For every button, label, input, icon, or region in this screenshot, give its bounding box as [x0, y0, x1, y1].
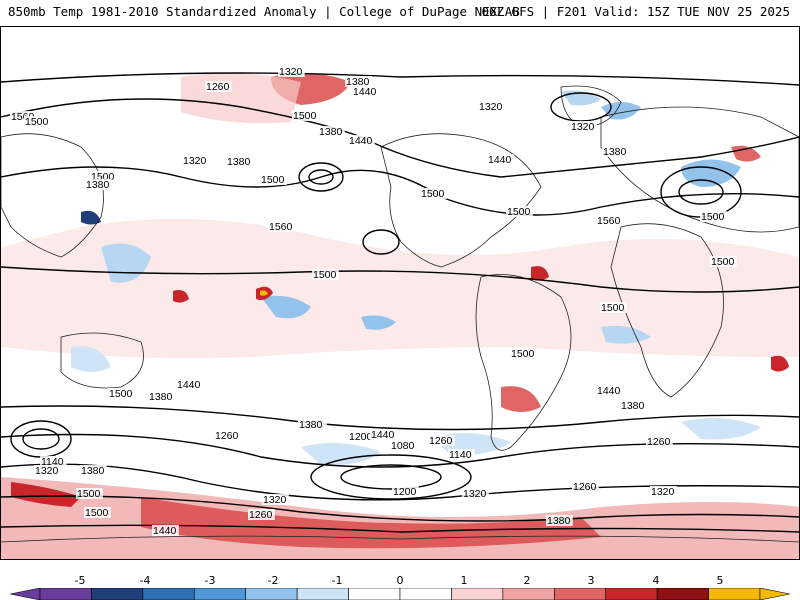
contour-label: 1320 — [183, 155, 207, 167]
colorbar-swatch — [348, 588, 401, 600]
contour-label: 1140 — [449, 449, 472, 461]
contour-label: 1320 — [571, 121, 595, 133]
colorbar-label: 3 — [587, 574, 595, 587]
contour-label: 1380 — [319, 126, 343, 138]
contour-label: 1380 — [603, 146, 627, 158]
contour-label: 1320 — [279, 66, 303, 78]
colorbar-swatch — [656, 588, 709, 600]
colorbar-swatch — [245, 588, 298, 600]
contour-label: 1500 — [25, 116, 49, 128]
contour-label: 1320 — [479, 101, 503, 113]
contour-label: 1200 — [349, 431, 373, 443]
contour-label: 1380 — [81, 465, 105, 477]
contour-label: 1380 — [149, 391, 173, 403]
contour-label: 1440 — [349, 135, 373, 147]
model-run-info: 06Z GFS | F201 Valid: 15Z TUE NOV 25 202… — [481, 4, 790, 19]
contour-label: 1320 — [651, 486, 675, 498]
colorbar-label: -4 — [139, 574, 151, 587]
colorbar-label: -5 — [74, 574, 86, 587]
contour-label: 1440 — [488, 154, 512, 166]
contour-label: 1380 — [227, 156, 251, 168]
contour-label: 1500 — [85, 507, 109, 519]
colorbar-label: -3 — [204, 574, 216, 587]
contour-label: 1260 — [429, 435, 453, 447]
contour-label: 1380 — [346, 76, 370, 88]
contour-label: 1380 — [547, 515, 571, 527]
colorbar-swatch — [142, 588, 195, 600]
colorbar-swatch — [91, 588, 144, 600]
colorbar-swatch — [553, 588, 607, 600]
colorbar-label: 4 — [652, 574, 660, 587]
contour-label: 1500 — [109, 388, 133, 400]
contour-label: 1260 — [249, 509, 273, 521]
colorbar-swatch — [296, 588, 349, 600]
anomaly-map: 1320 1380 1260 1440 1500 1560 1320 1500 1380 1500… — [0, 26, 800, 560]
contour-label: 1440 — [177, 379, 201, 391]
colorbar-label: 5 — [716, 574, 724, 587]
contour-label: 1440 — [371, 429, 395, 441]
contour-label: 1500 — [313, 269, 337, 281]
contour-label: 1500 — [77, 488, 101, 500]
contour-label: 1380 — [621, 400, 645, 412]
contour-label: 1200 — [393, 486, 417, 498]
colorbar-label: 1 — [460, 574, 468, 587]
map-title: 850mb Temp 1981-2010 Standardized Anomal… — [8, 4, 520, 19]
colorbar-label: 2 — [523, 574, 531, 587]
contour-label: 1560 — [269, 221, 293, 233]
coastlines — [1, 85, 799, 543]
anomaly-colorbar — [10, 588, 790, 600]
contour-label: 1500 — [507, 206, 531, 218]
contour-label: 1500 — [601, 302, 625, 314]
contour-label: 1560 — [597, 215, 621, 227]
contour-label: 1440 — [353, 86, 377, 98]
colorbar-swatch — [39, 588, 92, 600]
contour-label: 1380 — [86, 179, 110, 191]
contour-label: 1320 — [263, 494, 287, 506]
contour-label: 1500 — [293, 110, 317, 122]
colorbar-swatch — [502, 588, 555, 600]
contour-label: 1260 — [647, 436, 671, 448]
contour-label: 1260 — [573, 481, 597, 493]
colorbar-swatch — [451, 588, 504, 600]
height-contours — [1, 72, 799, 533]
colorbar-swatch — [193, 588, 247, 600]
contour-label: 1320 — [463, 488, 487, 500]
contour-label: 1440 — [597, 385, 621, 397]
colorbar-label: 0 — [396, 574, 404, 587]
contour-label: 1500 — [701, 211, 725, 223]
contour-label: 1440 — [153, 525, 177, 537]
contour-label: 1260 — [206, 81, 230, 93]
contour-label: 1500 — [511, 348, 535, 360]
contour-label: 1380 — [299, 419, 323, 431]
colorbar-swatch — [708, 588, 761, 600]
anomaly-shading — [1, 73, 799, 559]
colorbar-min-arrow — [10, 588, 41, 600]
contour-label: 1500 — [261, 174, 285, 186]
contour-label: 1500 — [711, 256, 735, 268]
colorbar-label: -2 — [267, 574, 279, 587]
colorbar-max-arrow — [759, 588, 790, 600]
contour-label: 1260 — [215, 430, 239, 442]
colorbar-swatch — [399, 588, 452, 600]
contour-label: 1080 — [391, 440, 415, 452]
contour-label: 1500 — [421, 188, 445, 200]
colorbar-label: -1 — [331, 574, 343, 587]
contour-label: 1320 — [35, 465, 59, 477]
colorbar-swatch — [605, 588, 658, 600]
